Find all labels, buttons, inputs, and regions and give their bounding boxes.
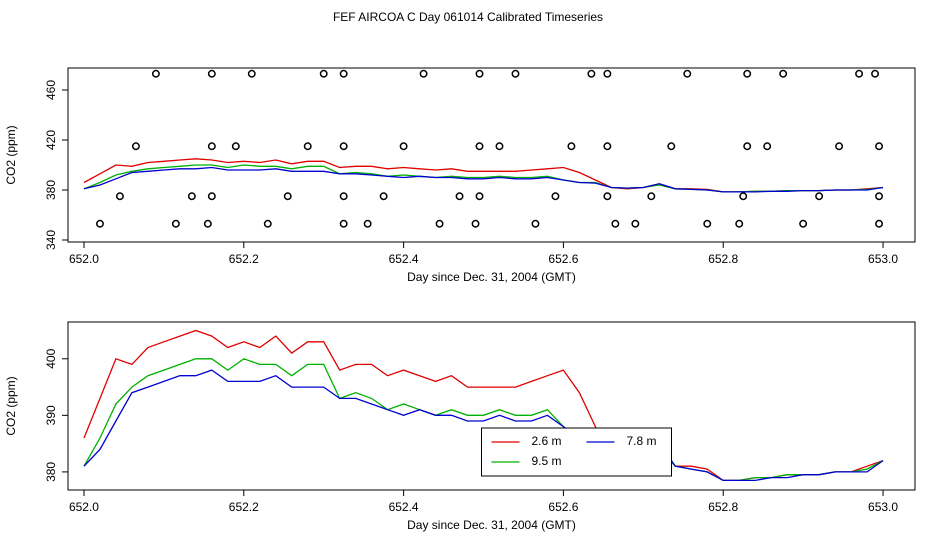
y-tick-label: 390 xyxy=(44,405,58,425)
series-line xyxy=(83,369,884,482)
flag-point xyxy=(115,192,124,201)
x-axis-title: Day since Dec. 31, 2004 (GMT) xyxy=(407,270,576,284)
flag-point xyxy=(743,69,752,78)
flag-point xyxy=(339,219,348,228)
flag-point xyxy=(603,192,612,201)
y-tick-label: 380 xyxy=(44,462,58,482)
x-tick-label: 652.0 xyxy=(69,500,99,514)
x-tick-label: 652.8 xyxy=(708,500,738,514)
flag-point xyxy=(603,142,612,151)
legend-label: 7.8 m xyxy=(627,434,657,448)
x-tick-label: 652.8 xyxy=(708,252,738,266)
flag-point xyxy=(471,219,480,228)
flag-point xyxy=(475,192,484,201)
flag-point xyxy=(799,219,808,228)
flag-point xyxy=(339,69,348,78)
flag-point xyxy=(531,219,540,228)
x-tick-label: 652.4 xyxy=(389,500,419,514)
flag-point xyxy=(207,192,216,201)
flag-point xyxy=(763,142,772,151)
flag-point xyxy=(96,219,104,228)
flag-point xyxy=(319,69,328,78)
flag-point xyxy=(739,192,748,201)
flag-point xyxy=(875,192,883,201)
flag-point xyxy=(603,69,612,78)
flag-point xyxy=(203,219,212,228)
flag-point xyxy=(667,142,676,151)
flag-point xyxy=(567,142,576,151)
flag-point xyxy=(871,69,879,78)
flag-point xyxy=(647,192,656,201)
flag-point xyxy=(151,69,160,78)
y-axis-title: CO2 (ppm) xyxy=(4,376,18,435)
flag-point xyxy=(231,142,240,151)
flag-point xyxy=(587,69,596,78)
flag-point xyxy=(475,69,484,78)
plot-frame xyxy=(67,67,916,243)
x-axis-title: Day since Dec. 31, 2004 (GMT) xyxy=(407,518,576,532)
x-tick-label: 652.2 xyxy=(229,500,259,514)
flag-point xyxy=(511,69,520,78)
x-tick-label: 652.4 xyxy=(389,252,419,266)
y-axis-title: CO2 (ppm) xyxy=(4,125,18,184)
flag-point xyxy=(187,192,196,201)
flag-point xyxy=(835,142,844,151)
flag-point xyxy=(743,142,752,151)
legend-label: 2.6 m xyxy=(532,434,562,448)
flag-point xyxy=(339,192,348,201)
flag-point xyxy=(399,142,408,151)
flag-point xyxy=(683,69,692,78)
y-tick-label: 420 xyxy=(44,130,58,150)
x-tick-label: 652.6 xyxy=(548,500,578,514)
flag-point xyxy=(263,219,272,228)
x-tick-label: 653.0 xyxy=(868,252,898,266)
series-line xyxy=(83,166,884,193)
x-tick-label: 652.6 xyxy=(548,252,578,266)
series-line xyxy=(83,358,884,482)
flag-point xyxy=(495,142,504,151)
series-line xyxy=(83,158,884,193)
flag-point xyxy=(207,69,216,78)
flag-point xyxy=(339,142,348,151)
flag-point xyxy=(735,219,744,228)
chart-title: FEF AIRCOA C Day 061014 Calibrated Times… xyxy=(333,10,603,24)
flag-point xyxy=(171,219,180,228)
flag-point xyxy=(303,142,312,151)
y-tick-label: 340 xyxy=(44,230,58,250)
flag-point xyxy=(283,192,292,201)
flag-point xyxy=(855,69,864,78)
flag-point xyxy=(631,219,640,228)
flag-point xyxy=(475,142,484,151)
flag-point xyxy=(779,69,788,78)
y-tick-label: 460 xyxy=(44,80,58,100)
flag-point xyxy=(703,219,712,228)
flag-point xyxy=(131,142,140,151)
x-tick-label: 653.0 xyxy=(868,500,898,514)
flag-point xyxy=(207,142,216,151)
flag-point xyxy=(379,192,388,201)
flag-point xyxy=(815,192,824,201)
flag-point xyxy=(435,219,444,228)
plot-frame xyxy=(67,321,916,491)
legend-label: 9.5 m xyxy=(532,454,562,468)
x-tick-label: 652.0 xyxy=(69,252,99,266)
flag-point xyxy=(551,192,560,201)
legend-box xyxy=(481,427,672,477)
flag-point xyxy=(363,219,372,228)
flag-point xyxy=(419,69,428,78)
flag-point xyxy=(611,219,620,228)
flag-point xyxy=(875,142,883,151)
y-tick-label: 380 xyxy=(44,180,58,200)
flag-point xyxy=(875,219,883,228)
flag-point xyxy=(247,69,256,78)
flag-point xyxy=(455,192,464,201)
y-tick-label: 400 xyxy=(44,348,58,368)
x-tick-label: 652.2 xyxy=(229,252,259,266)
